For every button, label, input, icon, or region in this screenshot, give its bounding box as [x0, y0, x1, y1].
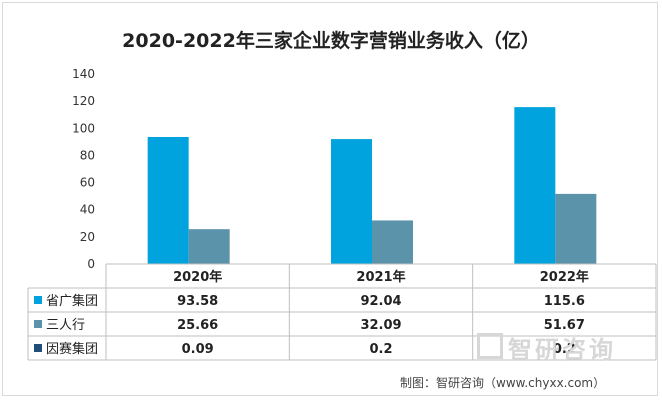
y-tick-label: 20 — [80, 230, 95, 244]
category-label: 2022年 — [540, 269, 589, 285]
data-label-1-3: 115.6 — [544, 294, 585, 309]
y-tick-label: 100 — [72, 121, 95, 135]
bar-1-3 — [514, 107, 556, 264]
data-label-3-1: 0.09 — [182, 342, 214, 357]
legend-key-2 — [34, 320, 42, 328]
bar-1-1 — [147, 136, 189, 264]
bar-1-2 — [331, 139, 372, 264]
y-tick-label: 80 — [80, 148, 95, 162]
category-label: 2020年 — [173, 269, 222, 285]
bar-2-2 — [372, 220, 413, 264]
data-label-2-3: 51.67 — [544, 318, 585, 333]
bar-2-3 — [555, 193, 597, 264]
bar-2-1 — [188, 229, 230, 264]
legend-key-1 — [34, 296, 42, 304]
category-label: 2021年 — [356, 269, 405, 285]
data-label-2-2: 32.09 — [360, 318, 401, 333]
data-label-1-1: 93.58 — [177, 294, 218, 309]
data-label-2-1: 25.66 — [177, 318, 218, 333]
chart-title: 2020-2022年三家企业数字营销业务收入（亿） — [122, 30, 540, 52]
y-tick-label: 60 — [80, 176, 95, 190]
y-tick-label: 40 — [80, 203, 95, 217]
watermark-logo-icon — [477, 333, 503, 359]
y-tick-label: 120 — [72, 94, 95, 108]
data-label-3-2: 0.2 — [369, 342, 392, 357]
data-label-1-2: 92.04 — [360, 294, 401, 309]
watermark-label: 智研咨询 — [508, 336, 616, 364]
legend-label-3: 因赛集团 — [46, 341, 98, 357]
y-tick-label: 140 — [72, 67, 95, 81]
legend-key-3 — [34, 344, 42, 352]
watermark-text: 智研咨询 — [508, 330, 616, 365]
chart-frame — [2, 2, 658, 396]
legend-label-2: 三人行 — [46, 318, 85, 333]
data-label-3-3: 0.2 — [553, 342, 576, 357]
y-tick-label: 0 — [87, 257, 95, 271]
legend-label-1: 省广集团 — [46, 293, 98, 309]
source-footer: 制图：智研咨询（www.chyxx.com） — [400, 376, 606, 390]
